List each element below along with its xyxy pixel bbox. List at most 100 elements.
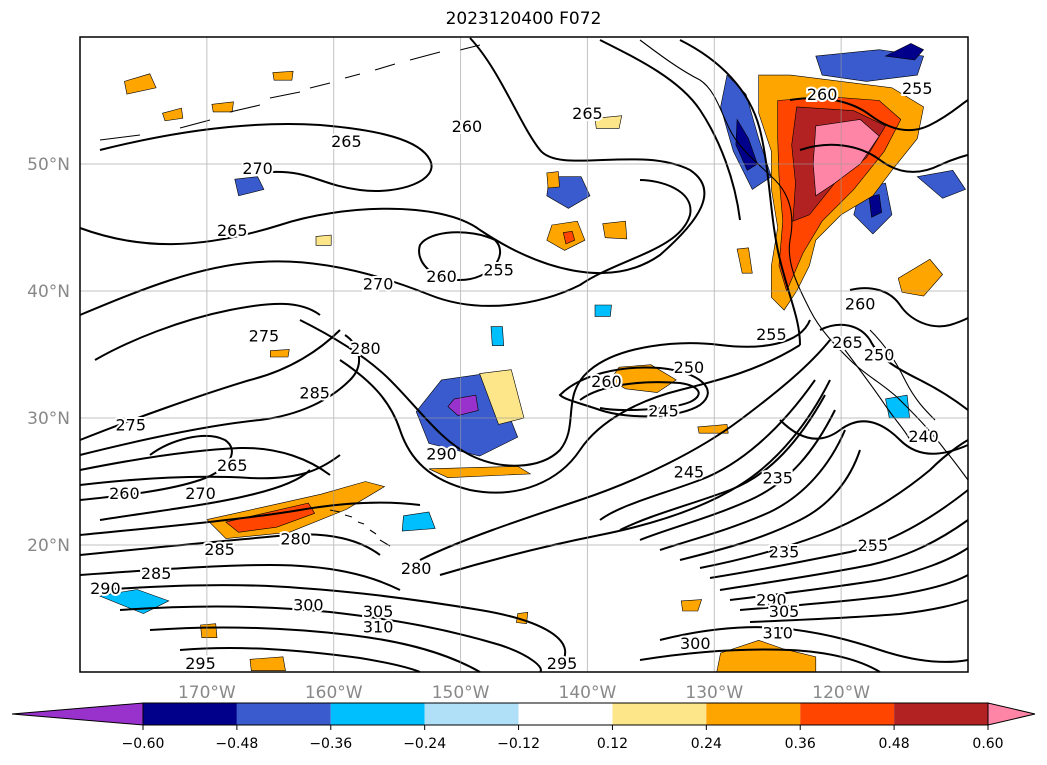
contour-value-label: 300 [680, 634, 711, 653]
contour-value-label: 295 [547, 654, 578, 673]
lat-tick-label: 50°N [27, 155, 70, 175]
contour-line [149, 626, 481, 673]
contour-value-label: 235 [762, 469, 793, 488]
colorbar-tick-label: 0.60 [972, 736, 1003, 752]
colorbar-tick-label: 0.36 [785, 736, 816, 752]
contour-value-label: 255 [756, 325, 787, 344]
contour-line [299, 319, 811, 467]
anomaly-patch [736, 247, 753, 274]
anomaly-patch [447, 394, 479, 416]
anomaly-patch [211, 101, 234, 113]
contour-value-label: 250 [864, 346, 895, 365]
anomaly-patch [124, 73, 157, 95]
colorbar-tick-label: 0.48 [879, 736, 910, 752]
colorbar-tick-label: 0.12 [597, 736, 628, 752]
contour-line [94, 302, 321, 361]
contour-line [79, 37, 706, 274]
contour-line [79, 446, 331, 476]
contour-line [558, 366, 709, 418]
contour-line [339, 344, 801, 494]
contour-value-label: 280 [401, 559, 432, 578]
lon-tick-label: 170°W [178, 683, 236, 703]
contour-line [749, 599, 969, 623]
contour-value-label: 310 [762, 624, 793, 643]
contour-value-label: 305 [363, 602, 394, 621]
contour-line [179, 647, 421, 673]
lon-tick-label: 120°W [812, 683, 870, 703]
anomaly-patch [490, 326, 505, 346]
colorbar-segment [612, 703, 707, 725]
contour-line [709, 489, 969, 579]
colorbar-segment [143, 703, 237, 725]
coastline-gulf [869, 329, 936, 421]
contour-line [619, 394, 826, 531]
contour-value-label: 255 [858, 536, 889, 555]
contour-line [849, 287, 969, 328]
contour-line [579, 381, 700, 411]
lon-tick-label: 130°W [685, 683, 743, 703]
contour-value-label: 260 [845, 295, 876, 314]
contour-value-label: 275 [115, 415, 146, 434]
colorbar-tick-label: 0.24 [691, 736, 722, 752]
contour-line [418, 231, 501, 282]
contour-value-label: 290 [90, 579, 121, 598]
contour-line [99, 123, 433, 192]
contour-lines [79, 37, 969, 673]
contour-value-label: 240 [908, 427, 939, 446]
contour-value-label: 265 [331, 132, 362, 151]
anomaly-patch [234, 176, 265, 197]
contour-line [79, 434, 233, 501]
contour-line [439, 379, 831, 576]
colorbar-tick-label: −0.12 [497, 736, 540, 752]
anomaly-patch [315, 234, 332, 246]
contour-line [659, 429, 846, 551]
contour-line [599, 39, 741, 221]
lon-tick-label: 150°W [432, 683, 490, 703]
contour-value-label: 280 [280, 530, 311, 549]
anomaly-patch [897, 258, 943, 297]
anomaly-patch [916, 169, 966, 199]
contour-value-label: 260 [452, 117, 483, 136]
colorbar-outline [142, 702, 989, 726]
contour-value-label: 280 [350, 339, 381, 358]
contour-value-label: 255 [902, 79, 933, 98]
contour-line [79, 329, 341, 441]
contour-value-label: 300 [293, 596, 324, 615]
lat-tick-label: 40°N [27, 282, 70, 302]
contour-line [779, 419, 969, 455]
contour-value-label: 245 [674, 462, 705, 481]
contour-line [679, 449, 861, 561]
map-title: 2023120400 F072 [445, 9, 602, 29]
contour-line [79, 454, 341, 486]
colorbar-segment [800, 703, 895, 725]
colorbar-segment [518, 703, 613, 725]
contour-line [639, 409, 836, 541]
contour-line [419, 339, 831, 561]
coastline-north-america [639, 39, 969, 481]
coastline-baja [844, 349, 911, 441]
contour-value-label: 295 [185, 654, 216, 673]
anomaly-patch [249, 656, 286, 672]
contour-value-label: 290 [756, 591, 787, 610]
contour-value-label: 265 [217, 221, 248, 240]
anomaly-patch [884, 43, 925, 61]
contour-value-label: 310 [363, 617, 394, 636]
contour-line [799, 143, 969, 173]
anomaly-patch [272, 70, 294, 81]
contour-value-label: 305 [769, 602, 800, 621]
anomaly-patch [594, 304, 612, 317]
contour-line [659, 626, 969, 663]
contour-value-label: 285 [204, 540, 235, 559]
contour-label-layer: 265 265 260 265 260 255 270 270 260 255 275 280 285 2… [88, 77, 941, 675]
contour-line [789, 97, 969, 132]
contour-value-label: 255 [483, 260, 514, 279]
anomaly-patch [602, 220, 628, 240]
contour-value-label: 265 [217, 456, 248, 475]
colorbar-tick-label: −0.24 [403, 736, 446, 752]
colorbar-extend-high [987, 702, 1036, 726]
contour-value-label: 285 [141, 564, 172, 583]
contour-value-label: 270 [185, 484, 216, 503]
contour-value-label: 290 [426, 445, 457, 464]
anomaly-patch [609, 364, 677, 393]
colorbar-segment [424, 703, 519, 725]
